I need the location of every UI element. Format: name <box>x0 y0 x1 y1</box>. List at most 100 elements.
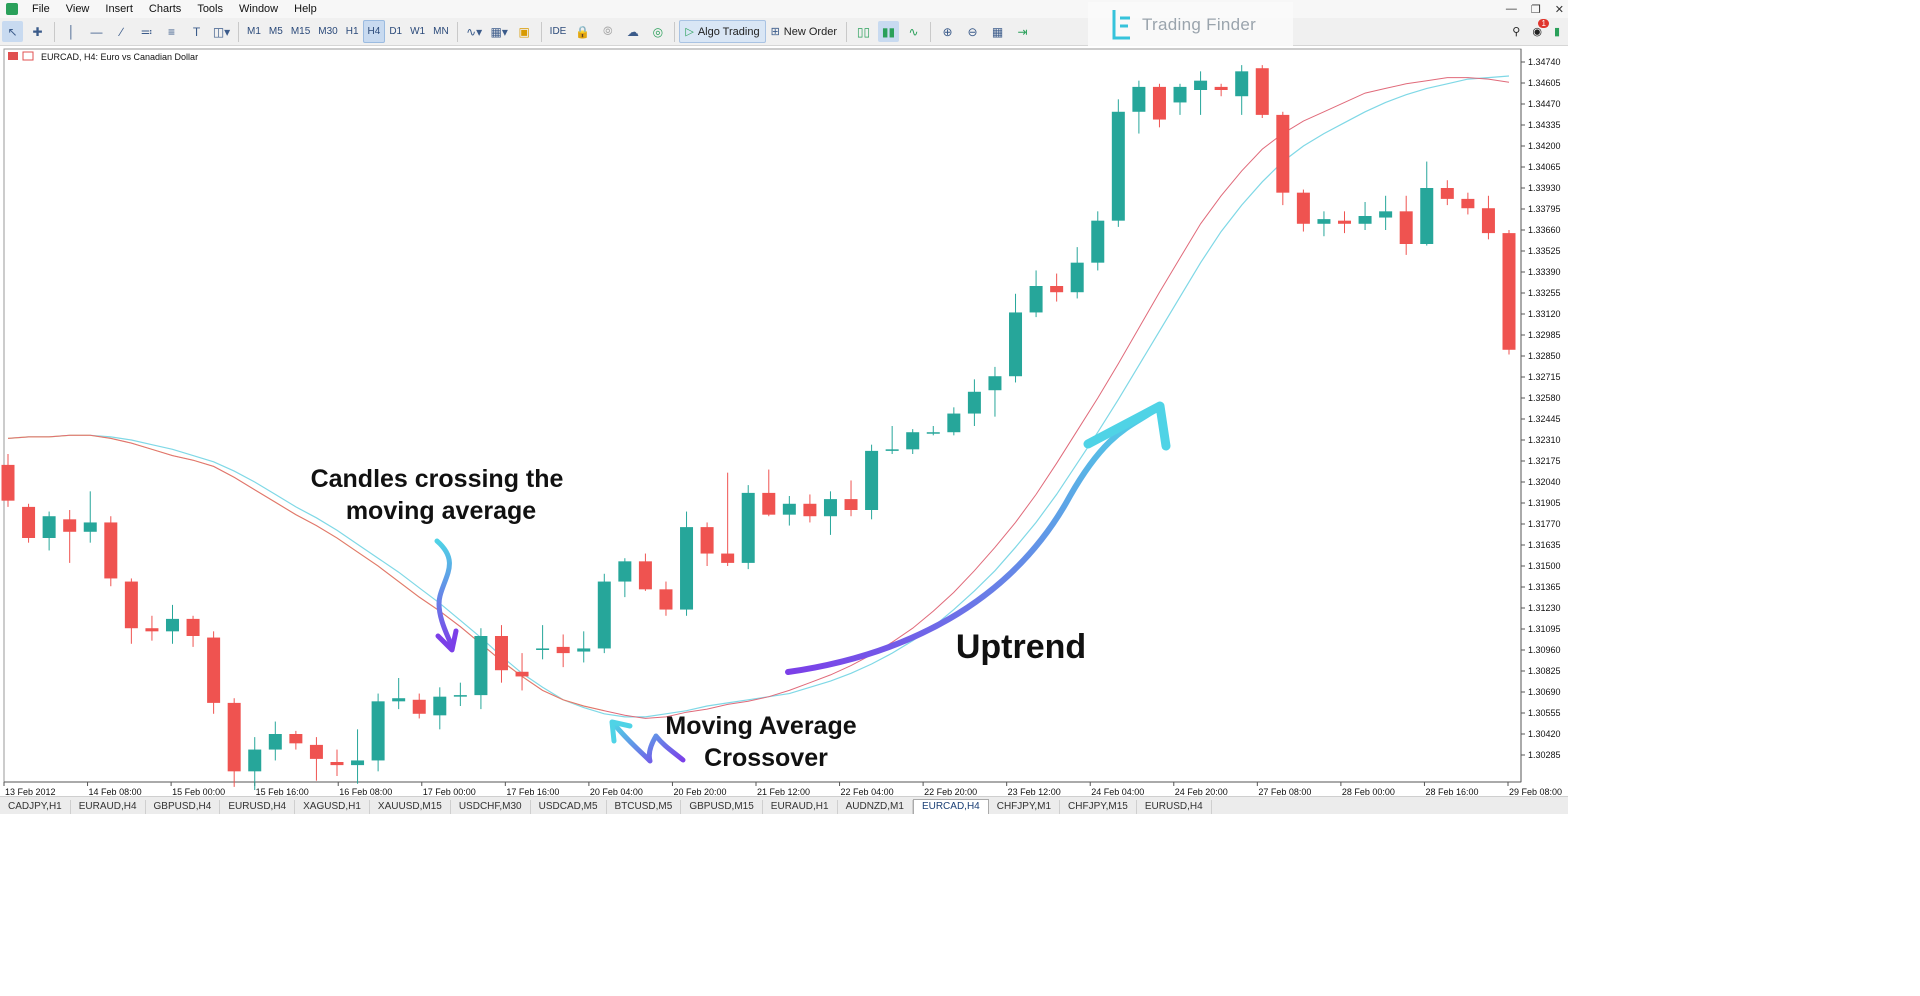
menu-help[interactable]: Help <box>294 3 317 15</box>
price-label: 1.31905 <box>1528 498 1561 508</box>
candle <box>823 491 837 535</box>
fibonacci-icon[interactable]: ≡ <box>167 24 175 39</box>
candle-body <box>1070 262 1084 293</box>
candle <box>967 379 981 426</box>
vertical-line-icon[interactable]: │ <box>67 24 76 39</box>
horizontal-line-icon[interactable]: — <box>90 24 103 39</box>
toolbar-separator <box>845 21 847 42</box>
timeframe-h4[interactable]: H4 <box>362 20 386 43</box>
candle-body <box>1502 233 1516 350</box>
menu-view[interactable]: View <box>65 3 90 15</box>
annotation-ma-crossover-line2: Crossover <box>704 744 828 772</box>
time-label: 27 Feb 08:00 <box>1258 787 1311 796</box>
chart-tab[interactable]: USDCAD,M5 <box>531 800 607 814</box>
zoom-out-icon[interactable]: ⊖ <box>967 24 978 39</box>
ide-button[interactable]: IDE <box>549 26 567 37</box>
text-tool-icon[interactable]: T <box>192 24 201 39</box>
grid-icon[interactable]: ▦ <box>991 24 1004 39</box>
chart-tab[interactable]: EURUSD,H4 <box>1137 800 1212 814</box>
chart-tab[interactable]: GBPUSD,M15 <box>681 800 763 814</box>
chart-tab[interactable]: AUDNZD,M1 <box>838 800 913 814</box>
price-label: 1.32040 <box>1528 477 1561 487</box>
channel-icon[interactable]: ≕ <box>140 24 153 39</box>
timeframe-m5[interactable]: M5 <box>268 26 283 37</box>
chart-tab[interactable]: EURCAD,H4 <box>912 799 989 814</box>
autoscroll-icon[interactable]: ⇥ <box>1017 24 1028 39</box>
price-chart[interactable]: EURCAD, H4: Euro vs Canadian Dollar 1.34… <box>0 46 1568 797</box>
menu-insert[interactable]: Insert <box>105 3 133 15</box>
lock-icon[interactable]: 🔒 <box>575 24 591 39</box>
candle <box>1091 211 1105 271</box>
chart-tab[interactable]: GBPUSD,H4 <box>146 800 221 814</box>
candle <box>680 511 694 616</box>
candle-body <box>885 449 899 451</box>
ma-fast-line <box>7 77 1510 719</box>
indicators-icon[interactable]: ▦▾ <box>490 24 508 39</box>
timeframe-w1[interactable]: W1 <box>410 26 426 37</box>
chart-tab[interactable]: CHFJPY,M1 <box>989 800 1061 814</box>
timeframe-d1[interactable]: D1 <box>389 26 403 37</box>
menu-window[interactable]: Window <box>239 3 279 15</box>
candle <box>453 682 467 706</box>
candle <box>762 469 776 517</box>
candle <box>145 615 159 641</box>
candle <box>515 653 529 691</box>
annotation-candles-crossing-line1: Candles crossing the <box>311 465 564 493</box>
timeframe-m30[interactable]: M30 <box>318 26 338 37</box>
line-chart-icon[interactable]: ∿ <box>908 24 919 39</box>
candle-body <box>1009 312 1023 377</box>
menu-charts[interactable]: Charts <box>148 3 182 15</box>
restore-icon[interactable]: ❐ <box>1530 3 1541 16</box>
new-order-button[interactable]: ⊞ New Order <box>766 21 842 42</box>
chart-tab[interactable]: EURAUD,H1 <box>763 800 838 814</box>
candle-body <box>1091 220 1105 263</box>
cursor-icon[interactable]: ↖ <box>2 21 23 42</box>
timeframe-h1[interactable]: H1 <box>345 26 359 37</box>
chart-window[interactable]: EURCAD, H4: Euro vs Canadian Dollar 1.34… <box>0 46 1568 797</box>
plot-area <box>3 48 1522 783</box>
notifications-icon[interactable]: ◉ 1 <box>1532 19 1549 38</box>
chart-symbol-icon-2 <box>22 51 34 61</box>
candle-body <box>659 589 673 610</box>
menu-file[interactable]: File <box>32 3 50 15</box>
candle-body <box>248 749 262 772</box>
timeframe-m15[interactable]: M15 <box>290 26 311 37</box>
chart-tab[interactable]: XAUUSD,M15 <box>370 800 451 814</box>
crosshair-icon[interactable]: ✚ <box>32 24 43 39</box>
timeframe-m1[interactable]: M1 <box>247 26 261 37</box>
chart-tab[interactable]: BTCUSD,M5 <box>607 800 682 814</box>
vps-icon[interactable]: ◎ <box>652 24 664 39</box>
candle <box>289 730 303 750</box>
chart-tab[interactable]: XAGUSD,H1 <box>295 800 370 814</box>
chart-tab[interactable]: EURUSD,H4 <box>220 800 296 814</box>
price-label: 1.34065 <box>1528 162 1561 172</box>
search-icon[interactable]: ⚲ <box>1512 26 1521 38</box>
candle-chart-icon[interactable]: ▮▮ <box>877 21 899 42</box>
close-icon[interactable]: ✕ <box>1554 3 1564 16</box>
price-label: 1.34200 <box>1528 141 1561 151</box>
time-label: 23 Feb 12:00 <box>1008 787 1061 796</box>
candle <box>1029 270 1043 318</box>
signal-icon[interactable]: ⦾ <box>603 24 613 38</box>
candle-body <box>926 432 940 434</box>
timeframe-mn[interactable]: MN <box>433 26 449 37</box>
candle-body <box>351 760 365 766</box>
algo-trading-button[interactable]: ▷ Algo Trading <box>679 20 766 43</box>
templates-icon[interactable]: ▣ <box>518 24 530 39</box>
menu-tools[interactable]: Tools <box>197 3 223 15</box>
trendline-icon[interactable]: ∕ <box>120 24 123 39</box>
chart-type-icon[interactable]: ∿▾ <box>466 24 483 39</box>
trading-finder-logo-text: Trading Finder <box>1142 15 1257 34</box>
chart-tab[interactable]: USDCHF,M30 <box>451 800 531 814</box>
chart-tab[interactable]: EURAUD,H4 <box>71 800 146 814</box>
shapes-icon[interactable]: ◫▾ <box>212 24 231 39</box>
cloud-icon[interactable]: ☁ <box>626 24 639 39</box>
minimize-icon[interactable]: — <box>1505 3 1517 15</box>
candle <box>536 625 550 660</box>
candle-body <box>906 432 920 450</box>
chart-tab[interactable]: CHFJPY,M15 <box>1060 800 1137 814</box>
zoom-in-icon[interactable]: ⊕ <box>942 24 953 39</box>
bar-chart-icon[interactable]: ▯▯ <box>856 24 871 39</box>
price-label: 1.32175 <box>1528 456 1561 466</box>
chart-tab[interactable]: CADJPY,H1 <box>0 800 71 814</box>
